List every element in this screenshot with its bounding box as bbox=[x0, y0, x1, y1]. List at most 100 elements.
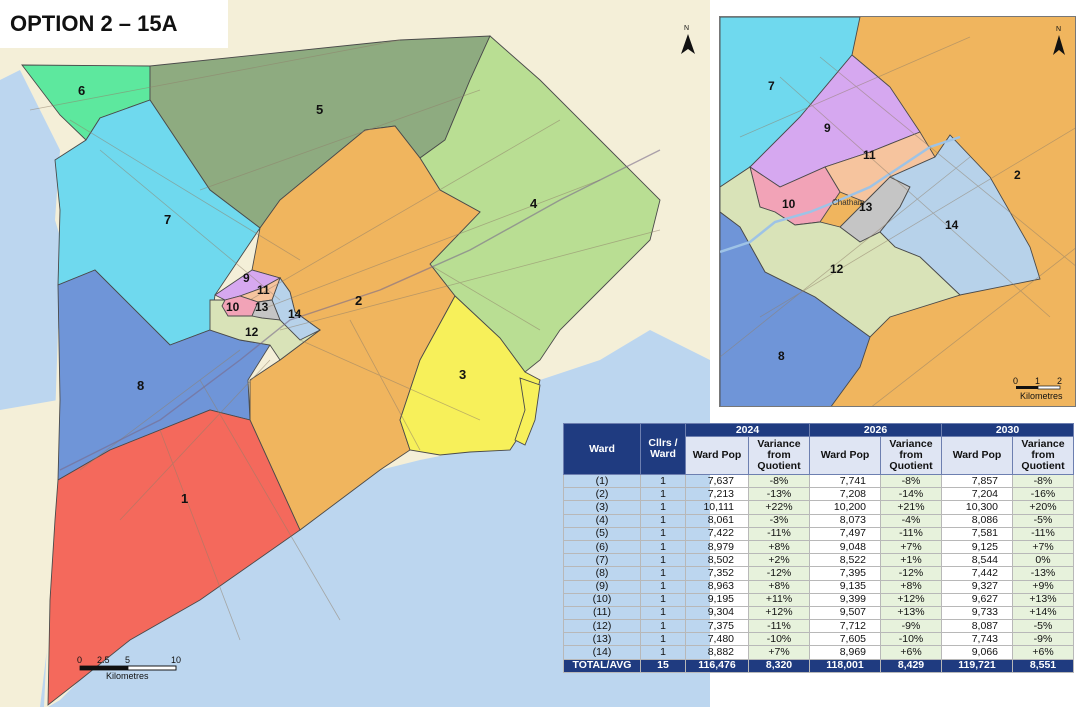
cell-pop-2026: 10,200 bbox=[809, 500, 881, 515]
cell-cllrs: 1 bbox=[640, 500, 686, 515]
table-row: (5) 1 7,422 -11% 7,497 -11% 7,581 -11% bbox=[563, 526, 1074, 541]
cell-ward: (7) bbox=[563, 553, 641, 568]
inset-ward-label-13: 13 bbox=[859, 200, 873, 214]
table-row: (9) 1 8,963 +8% 9,135 +8% 9,327 +9% bbox=[563, 579, 1074, 594]
ward-label-14: 14 bbox=[288, 307, 302, 321]
table-row: (13) 1 7,480 -10% 7,605 -10% 7,743 -9% bbox=[563, 632, 1074, 647]
ward-label-7: 7 bbox=[164, 212, 171, 227]
cell-pop-2026: 8,969 bbox=[809, 645, 881, 660]
inset-north-arrow-icon: N bbox=[1053, 26, 1065, 55]
cell-ward: (8) bbox=[563, 566, 641, 581]
inset-river bbox=[720, 135, 961, 254]
ward-label-1: 1 bbox=[181, 491, 188, 506]
cell-pop-2030: 8,544 bbox=[941, 553, 1013, 568]
header-variance-2026: Variance from Quotient bbox=[880, 436, 942, 475]
ward-label-5: 5 bbox=[316, 102, 323, 117]
table-row: (4) 1 8,061 -3% 8,073 -4% 8,086 -5% bbox=[563, 513, 1074, 528]
cell-pop-2026: 7,208 bbox=[809, 487, 881, 502]
cell-var-2024: +2% bbox=[748, 553, 810, 568]
header-ward: Ward bbox=[563, 423, 641, 475]
cell-ward: (12) bbox=[563, 619, 641, 634]
cell-cllrs: 1 bbox=[640, 592, 686, 607]
ward-label-8: 8 bbox=[137, 378, 144, 393]
inset-ward-label-7: 7 bbox=[768, 79, 775, 93]
cell-pop-2024: 10,111 bbox=[685, 500, 749, 515]
cell-ward: (1) bbox=[563, 473, 641, 489]
inset-scale-bar: 0 1 2 Kilometres bbox=[1013, 376, 1063, 401]
header-cllrs: Cllrs / Ward bbox=[640, 423, 686, 475]
cell-cllrs: 1 bbox=[640, 605, 686, 621]
ward-1-area bbox=[47, 409, 301, 706]
main-scale-tick-2-5: 2.5 bbox=[97, 655, 110, 665]
table-row: (7) 1 8,502 +2% 8,522 +1% 8,544 0% bbox=[563, 553, 1074, 568]
table-body: (1) 1 7,637 -8% 7,741 -8% 7,857 -8% (2) 1 7,213 -1… bbox=[563, 473, 1074, 673]
cell-var-2024: -10% bbox=[748, 632, 810, 647]
table-row: (1) 1 7,637 -8% 7,741 -8% 7,857 -8% bbox=[563, 473, 1074, 489]
page-title: OPTION 2 – 15A bbox=[0, 0, 228, 48]
cell-ward: (14) bbox=[563, 645, 641, 660]
cell-var-2030: +20% bbox=[1012, 500, 1074, 515]
cell-ward: (13) bbox=[563, 632, 641, 647]
cell-pop-2024: 7,422 bbox=[685, 526, 749, 541]
table-row: (14) 1 8,882 +7% 8,969 +6% 9,066 +6% bbox=[563, 645, 1074, 660]
cell-var-2024: -11% bbox=[748, 619, 810, 634]
inset-ward-label-8: 8 bbox=[778, 349, 785, 363]
lake-water bbox=[0, 70, 710, 707]
cell-var-2030: -5% bbox=[1012, 619, 1074, 634]
ward-label-3: 3 bbox=[459, 367, 466, 382]
ward-label-12: 12 bbox=[245, 325, 259, 339]
header-ward-pop-2024: Ward Pop bbox=[685, 436, 749, 475]
cell-pop-2024: 7,375 bbox=[685, 619, 749, 634]
cell-pop-2030: 9,733 bbox=[941, 605, 1013, 621]
cell-ward: (4) bbox=[563, 513, 641, 528]
cell-pop-2030: 9,125 bbox=[941, 539, 1013, 555]
inset-ward-label-2: 2 bbox=[1014, 168, 1021, 182]
inset-scale-tick-1: 1 bbox=[1035, 376, 1040, 386]
header-2026: 2026 bbox=[809, 423, 942, 437]
cell-pop-2030: 7,857 bbox=[941, 473, 1013, 489]
cell-pop-2026: 9,507 bbox=[809, 605, 881, 621]
ward-2-area bbox=[249, 125, 481, 531]
ward-label-2: 2 bbox=[355, 293, 362, 308]
inset-scale-unit: Kilometres bbox=[1020, 391, 1063, 401]
cell-cllrs: 1 bbox=[640, 645, 686, 660]
cell-cllrs: 1 bbox=[640, 487, 686, 502]
ward-population-table: Ward Cllrs / Ward 2024 2026 2030 Ward Po… bbox=[563, 423, 1074, 673]
table-row: (11) 1 9,304 +12% 9,507 +13% 9,733 +14% bbox=[563, 605, 1074, 621]
cell-var-2030: +9% bbox=[1012, 579, 1074, 594]
cell-pop-2024: 7,480 bbox=[685, 632, 749, 647]
cell-pop-2024: 7,352 bbox=[685, 566, 749, 581]
header-variance-2024: Variance from Quotient bbox=[748, 436, 810, 475]
cell-var-2026: -12% bbox=[880, 566, 942, 581]
cell-pop-2030: 8,086 bbox=[941, 513, 1013, 528]
ward-3-area bbox=[399, 295, 541, 456]
cell-var-2026: +21% bbox=[880, 500, 942, 515]
inset-scale-tick-0: 0 bbox=[1013, 376, 1018, 386]
road-lines bbox=[29, 39, 661, 641]
north-arrow-icon: N bbox=[681, 25, 695, 54]
cell-pop-2030: 9,327 bbox=[941, 579, 1013, 594]
cell-pop-2026: 9,048 bbox=[809, 539, 881, 555]
main-scale-unit: Kilometres bbox=[106, 671, 149, 681]
ward-label-4: 4 bbox=[530, 196, 538, 211]
ward-label-11: 11 bbox=[257, 283, 270, 297]
cell-pop-2026: 9,135 bbox=[809, 579, 881, 594]
inset-ward-label-10: 10 bbox=[782, 197, 796, 211]
table-row: (10) 1 9,195 +11% 9,399 +12% 9,627 +13% bbox=[563, 592, 1074, 607]
cell-cllrs: 1 bbox=[640, 566, 686, 581]
cell-pop-2026: 9,399 bbox=[809, 592, 881, 607]
inset-place-label-chatham: Chatham bbox=[832, 198, 865, 207]
cell-var-2026: +12% bbox=[880, 592, 942, 607]
cell-var-2026: -4% bbox=[880, 513, 942, 528]
cell-var-2026: +8% bbox=[880, 579, 942, 594]
cell-var-2030: +7% bbox=[1012, 539, 1074, 555]
cell-var-2030: -9% bbox=[1012, 632, 1074, 647]
cell-ward: (6) bbox=[563, 539, 641, 555]
table-row: (8) 1 7,352 -12% 7,395 -12% 7,442 -13% bbox=[563, 566, 1074, 581]
inset-ward-label-12: 12 bbox=[830, 262, 844, 276]
cell-cllrs: 1 bbox=[640, 513, 686, 528]
header-ward-pop-2030: Ward Pop bbox=[941, 436, 1013, 475]
total-pop-2026: 118,001 bbox=[809, 658, 881, 673]
cell-pop-2026: 7,741 bbox=[809, 473, 881, 489]
inset-ward-label-9: 9 bbox=[824, 121, 831, 135]
